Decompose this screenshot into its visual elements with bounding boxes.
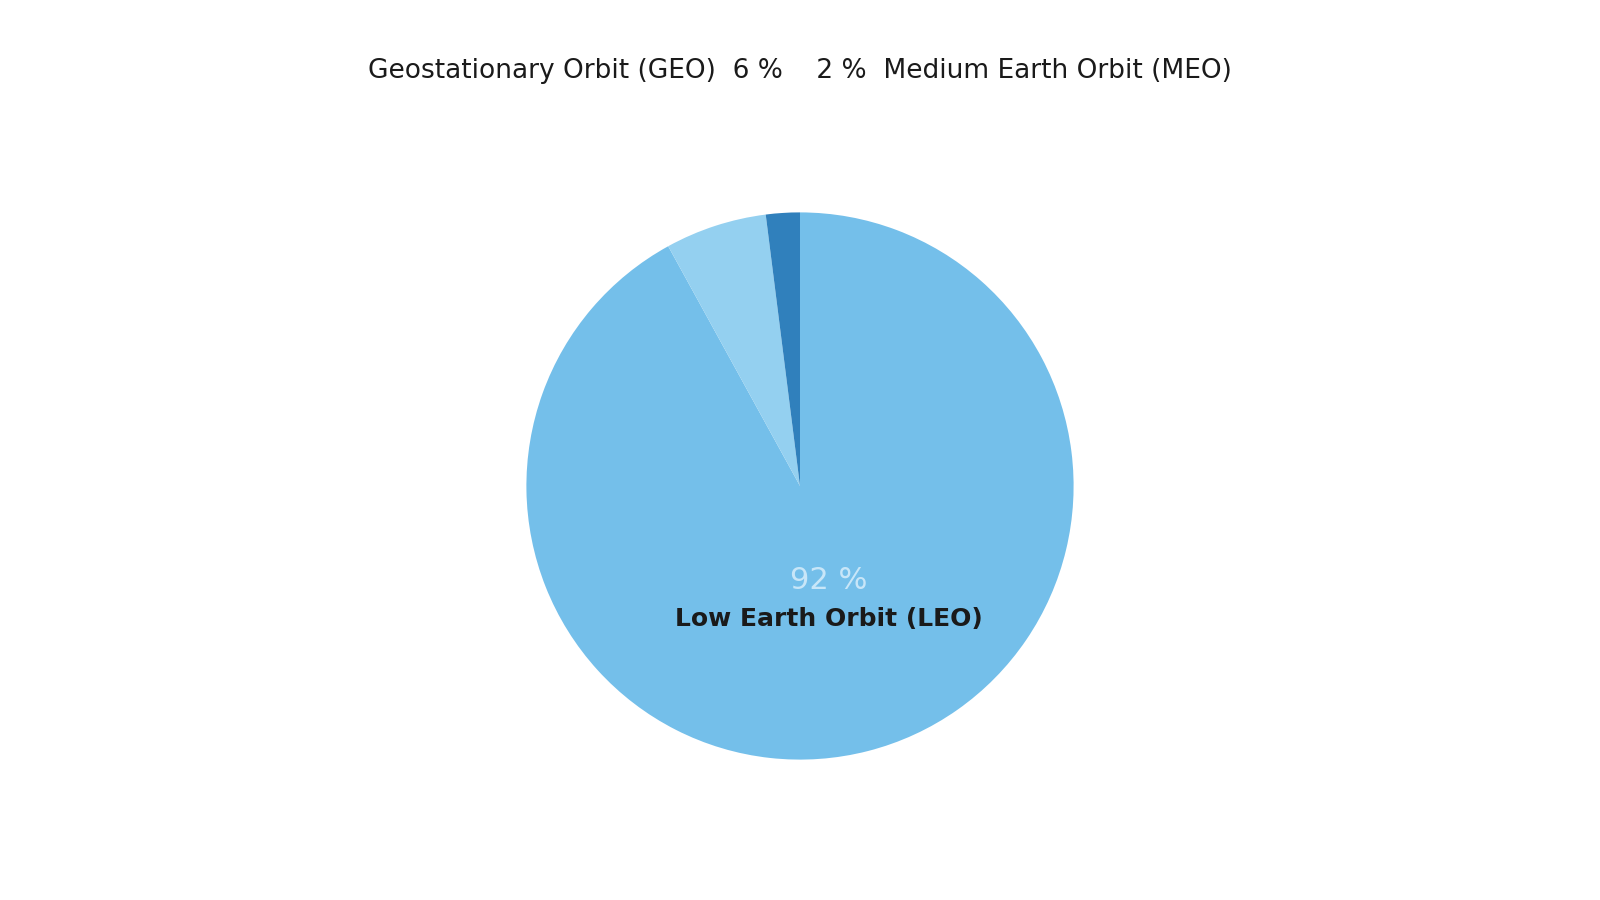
- Wedge shape: [526, 212, 1074, 760]
- Text: 92 %: 92 %: [790, 566, 867, 596]
- Text: Low Earth Orbit (LEO): Low Earth Orbit (LEO): [675, 608, 982, 631]
- Wedge shape: [669, 214, 800, 486]
- Wedge shape: [766, 212, 800, 486]
- Text: Geostationary Orbit (GEO)  6 %    2 %  Medium Earth Orbit (MEO): Geostationary Orbit (GEO) 6 % 2 % Medium…: [368, 58, 1232, 85]
